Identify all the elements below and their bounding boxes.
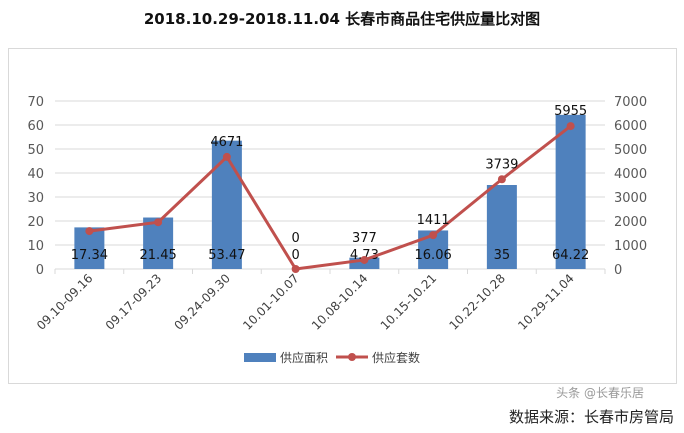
line-point bbox=[497, 175, 506, 184]
line-point bbox=[85, 227, 94, 236]
x-tick-label: 10.08-10.14 bbox=[309, 271, 371, 333]
y-left-tick: 20 bbox=[27, 215, 44, 230]
x-tick-label: 10.01-10.07 bbox=[240, 271, 302, 333]
bar-data-label: 53.47 bbox=[208, 248, 245, 263]
bar-data-label: 16.06 bbox=[415, 248, 452, 263]
y-right-tick: 1000 bbox=[614, 239, 647, 254]
y-right-tick: 4000 bbox=[614, 167, 647, 182]
x-tick-label: 09.10-09.16 bbox=[34, 271, 96, 333]
source-note: 数据来源：长春市房管局 bbox=[508, 408, 674, 426]
bar bbox=[555, 114, 586, 269]
y-right-tick: 2000 bbox=[614, 215, 647, 230]
bar-data-label: 0 bbox=[291, 248, 299, 263]
legend-label: 供应面积 bbox=[280, 350, 328, 365]
legend-marker bbox=[348, 353, 356, 361]
y-left-tick: 50 bbox=[27, 143, 44, 158]
bar-data-label: 21.45 bbox=[140, 248, 177, 263]
line-point bbox=[360, 255, 369, 264]
y-left-tick: 0 bbox=[36, 263, 44, 278]
watermark: 头条 @长春乐居 bbox=[556, 386, 644, 400]
line-data-label: 1411 bbox=[417, 213, 450, 228]
y-right-tick: 6000 bbox=[614, 119, 647, 134]
bar bbox=[211, 140, 242, 269]
y-right-tick: 3000 bbox=[614, 191, 647, 206]
x-tick-label: 10.15-10.21 bbox=[378, 271, 440, 333]
y-right-tick: 7000 bbox=[614, 95, 647, 110]
y-right-tick: 5000 bbox=[614, 143, 647, 158]
line-data-label: 3739 bbox=[485, 157, 518, 172]
y-left-tick: 70 bbox=[27, 95, 44, 110]
x-tick-label: 10.29-11.04 bbox=[515, 271, 577, 333]
x-tick-label: 10.22-10.28 bbox=[446, 271, 508, 333]
legend-swatch-bar bbox=[244, 353, 276, 362]
y-left-tick: 30 bbox=[27, 191, 44, 206]
y-left-tick: 40 bbox=[27, 167, 44, 182]
y-right-tick: 0 bbox=[614, 263, 622, 278]
chart-frame bbox=[8, 48, 677, 384]
line-point bbox=[222, 152, 231, 161]
line-series bbox=[89, 124, 572, 271]
x-tick-label: 09.17-09.23 bbox=[103, 271, 165, 333]
bar-data-label: 64.22 bbox=[552, 248, 589, 263]
line-point bbox=[429, 231, 438, 240]
line-point bbox=[291, 265, 300, 273]
line-point bbox=[566, 122, 575, 131]
x-tick-label: 09.24-09.30 bbox=[171, 271, 233, 333]
y-left-tick: 60 bbox=[27, 119, 44, 134]
line-data-label: 4671 bbox=[210, 135, 243, 150]
chart-title: 2018.10.29-2018.11.04 长春市商品住宅供应量比对图 bbox=[143, 10, 541, 28]
line-point bbox=[154, 218, 163, 227]
legend-label: 供应套数 bbox=[372, 350, 420, 365]
bar bbox=[486, 185, 517, 269]
line-data-label: 377 bbox=[352, 231, 377, 246]
bar-data-label: 4.73 bbox=[350, 248, 379, 263]
y-left-tick: 10 bbox=[27, 239, 44, 254]
line-data-label: 5955 bbox=[554, 104, 587, 119]
line-data-label: 0 bbox=[291, 231, 299, 246]
bar-data-label: 17.34 bbox=[71, 248, 108, 263]
bar-data-label: 35 bbox=[494, 248, 511, 263]
